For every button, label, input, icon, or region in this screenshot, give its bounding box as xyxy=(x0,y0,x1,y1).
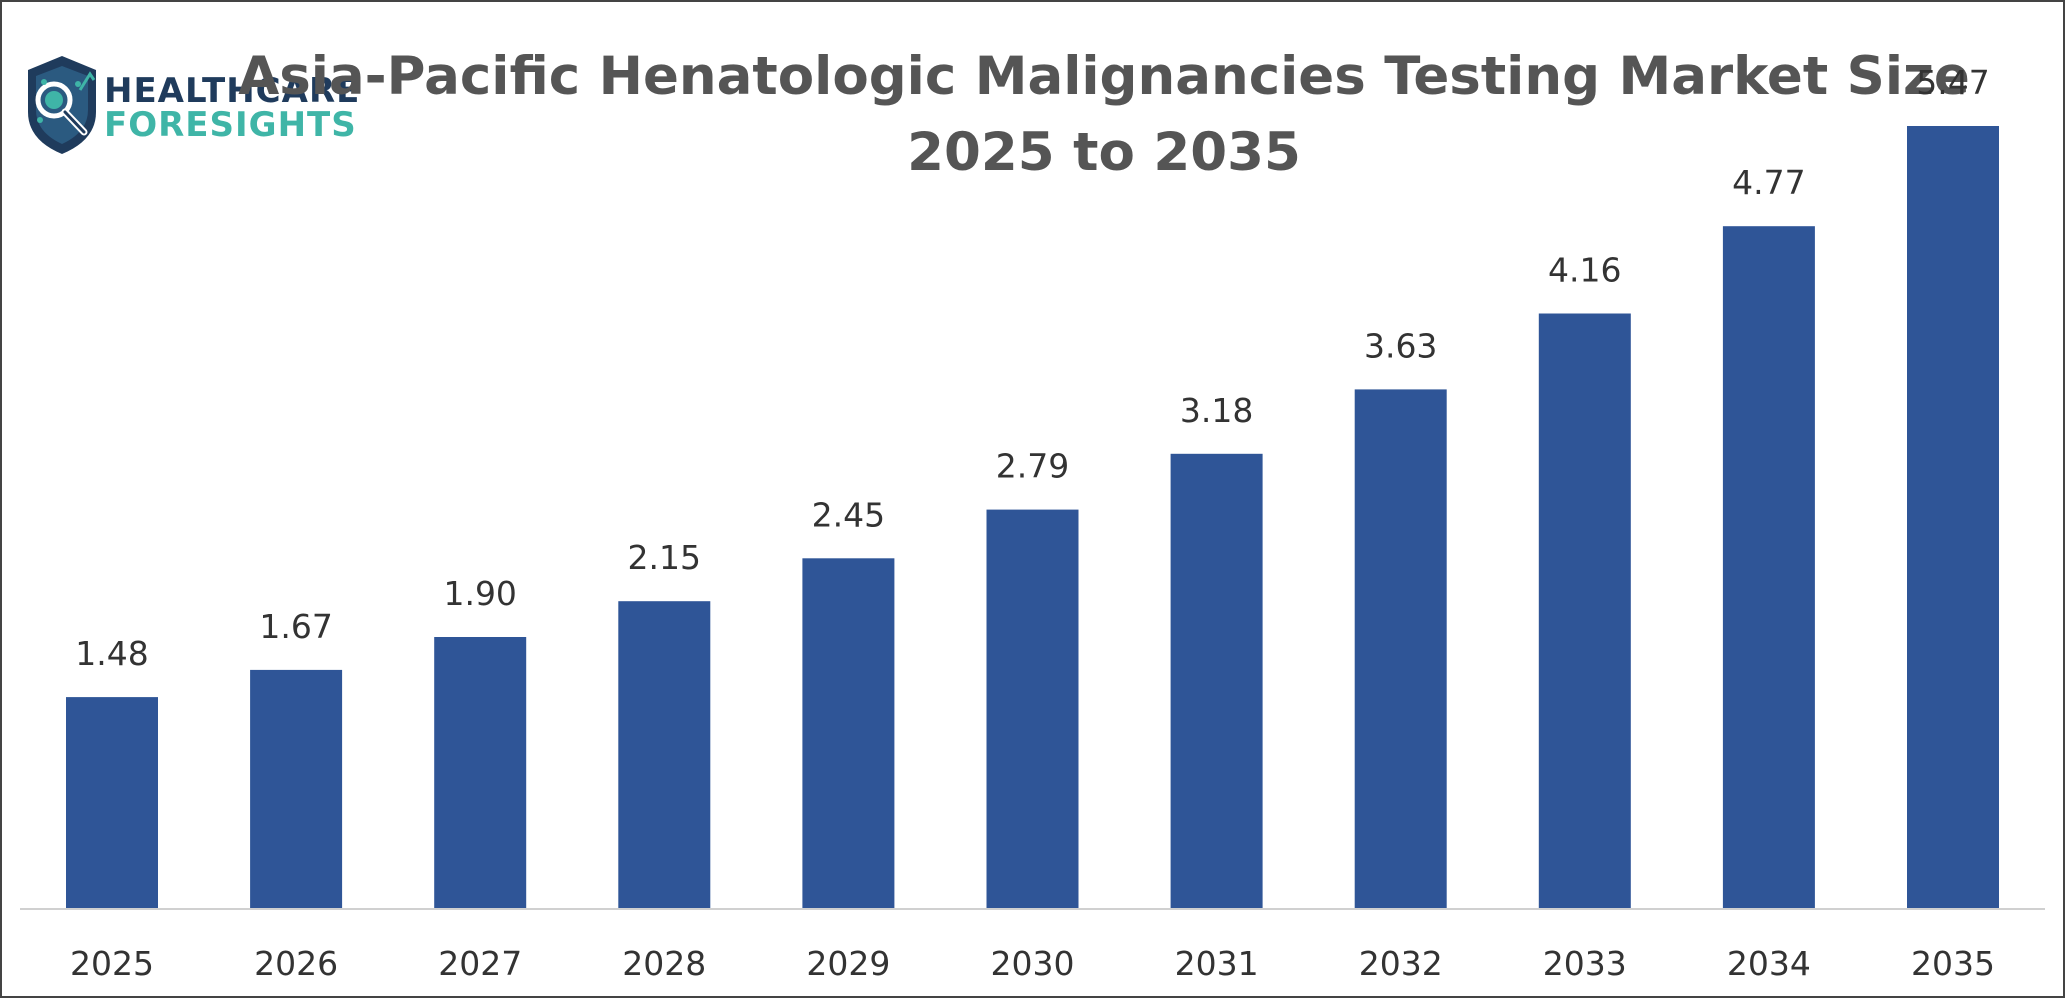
x-tick-label-2029: 2029 xyxy=(806,944,890,983)
healthcare-foresights-logo: HEALTHCARE FORESIGHTS xyxy=(28,56,360,154)
value-label-2034: 4.77 xyxy=(1732,163,1805,202)
value-label-2030: 2.79 xyxy=(996,447,1069,486)
value-label-2026: 1.67 xyxy=(259,607,332,646)
x-tick-label-2025: 2025 xyxy=(70,944,154,983)
value-labels-group: 1.48 1.67 1.90 2.15 2.45 2.79 3.18 3.63 4.16 4.77… xyxy=(75,63,1989,673)
x-tick-label-2035: 2035 xyxy=(1911,944,1995,983)
bar-2032 xyxy=(1354,389,1447,909)
bar-2033 xyxy=(1538,313,1631,909)
bars-group xyxy=(66,126,1999,909)
bar-2028 xyxy=(618,601,711,909)
value-label-2035: 5.47 xyxy=(1916,63,1989,102)
bar-2030 xyxy=(986,509,1079,909)
value-label-2028: 2.15 xyxy=(628,538,701,577)
x-tick-label-2033: 2033 xyxy=(1543,944,1627,983)
x-tick-labels-group: 2025 2026 2027 2028 2029 2030 2031 2032 2033 2034… xyxy=(70,944,1995,983)
x-tick-label-2032: 2032 xyxy=(1359,944,1443,983)
value-label-2027: 1.90 xyxy=(443,574,516,613)
x-tick-label-2031: 2031 xyxy=(1175,944,1259,983)
x-tick-label-2026: 2026 xyxy=(254,944,338,983)
bar-2035 xyxy=(1907,126,1999,909)
x-tick-label-2030: 2030 xyxy=(991,944,1075,983)
chart-subtitle: 2025 to 2035 xyxy=(907,122,1301,183)
value-label-2025: 1.48 xyxy=(75,634,148,673)
logo-text-foresights: FORESIGHTS xyxy=(104,105,357,145)
bar-2025 xyxy=(66,697,158,909)
logo-text-healthcare: HEALTHCARE xyxy=(104,71,360,111)
x-tick-label-2027: 2027 xyxy=(438,944,522,983)
value-label-2033: 4.16 xyxy=(1548,251,1621,290)
value-label-2029: 2.45 xyxy=(812,495,885,534)
value-label-2032: 3.63 xyxy=(1364,326,1437,365)
chart-title: Asia-Pacific Henatologic Malignancies Te… xyxy=(238,46,1970,107)
x-tick-label-2028: 2028 xyxy=(622,944,706,983)
bar-2034 xyxy=(1722,226,1815,909)
bar-2031 xyxy=(1170,453,1263,909)
bar-2027 xyxy=(434,637,527,909)
bar-2029 xyxy=(802,558,895,909)
x-tick-label-2034: 2034 xyxy=(1727,944,1811,983)
bar-2026 xyxy=(250,669,343,909)
shield-magnifier-icon xyxy=(28,56,96,154)
value-label-2031: 3.18 xyxy=(1180,391,1253,430)
